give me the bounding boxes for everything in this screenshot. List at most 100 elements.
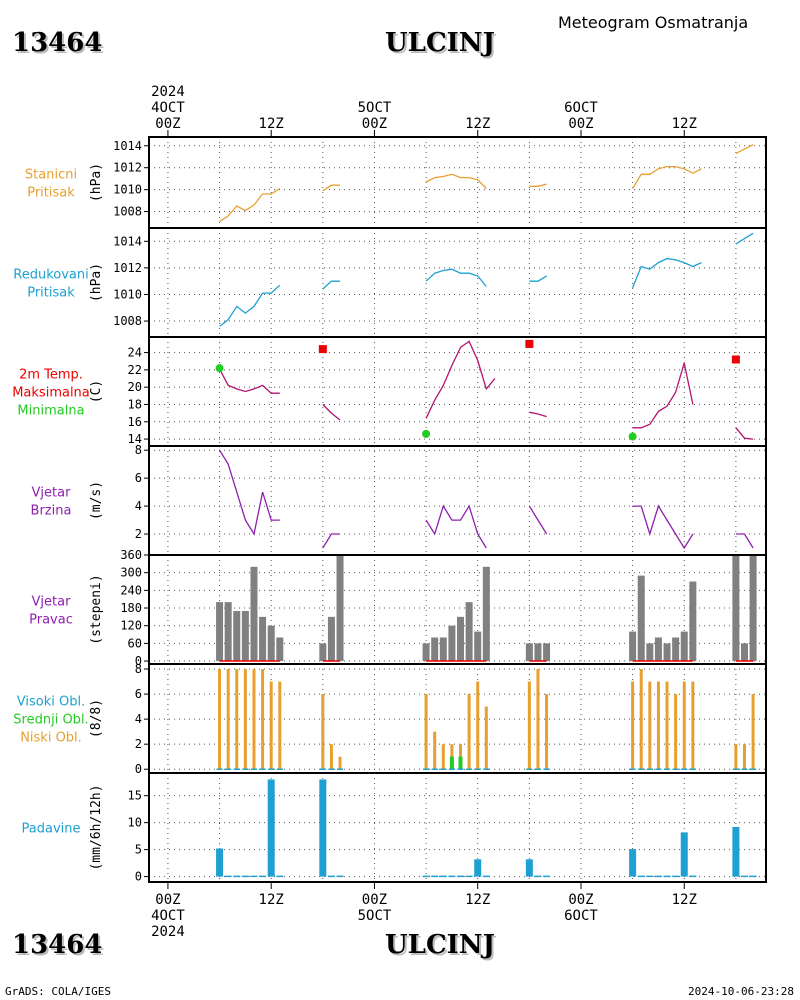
y-tick-label: 6	[135, 687, 142, 701]
panel-label: Redukovani	[13, 268, 88, 283]
series-line	[322, 404, 341, 421]
cloud-bar	[252, 669, 256, 770]
cloud-bar	[536, 669, 540, 770]
cloud-bar	[243, 669, 247, 770]
y-tick-label: 1008	[113, 205, 142, 219]
direction-bar	[457, 616, 465, 662]
series-line	[425, 340, 496, 419]
panel-label: Padavine	[22, 822, 81, 837]
precip-bar	[525, 859, 533, 877]
precip-bar	[216, 848, 224, 877]
series-line	[528, 505, 548, 535]
panel-label: Minimalna	[17, 404, 84, 419]
cloud-bar	[338, 756, 342, 770]
series-line	[632, 362, 694, 429]
time-label-bottom: 4OCT	[151, 908, 185, 924]
precip-bar	[465, 875, 473, 878]
y-tick-label: 0	[135, 870, 142, 884]
y-tick-label: 240	[120, 583, 142, 597]
direction-bar	[276, 637, 284, 662]
cloud-bar	[458, 756, 463, 770]
series-line	[735, 427, 754, 440]
precip-bar	[740, 875, 748, 878]
cloud-bar	[639, 669, 643, 770]
panel-label: Pritisak	[27, 286, 75, 301]
direction-bar	[422, 643, 430, 662]
series-line	[425, 173, 487, 189]
direction-bar	[654, 637, 662, 662]
time-label-bottom: 2024	[151, 924, 185, 940]
time-label-top: 5OCT	[358, 100, 392, 116]
cloud-bar	[648, 681, 652, 770]
y-tick-label: 1014	[113, 139, 142, 153]
precip-bar	[224, 875, 232, 878]
y-tick-label: 18	[128, 397, 142, 411]
time-label-bottom: 00Z	[362, 892, 387, 908]
time-label-top: 12Z	[672, 116, 697, 132]
precip-bar	[327, 875, 335, 878]
time-label-bottom: 12Z	[259, 892, 284, 908]
precip-bar	[259, 875, 267, 878]
cloud-bar	[751, 694, 755, 770]
y-tick-label: 2	[135, 527, 142, 541]
direction-bar	[543, 643, 551, 662]
panel-reduced_pressure: 1008 1010 1012 1014 Redukovani Pritisak (hPa)	[13, 228, 766, 337]
precip-bar	[534, 875, 542, 878]
direction-bar	[482, 566, 490, 662]
cloud-bar	[261, 669, 265, 770]
series-line	[529, 411, 547, 418]
cloud-bar	[467, 694, 471, 770]
unit-label: (8/8)	[89, 699, 104, 738]
precip-bar	[431, 875, 439, 878]
direction-bar	[525, 643, 533, 662]
time-label-bottom: 6OCT	[564, 908, 598, 924]
cloud-bar	[321, 694, 325, 770]
time-label-top: 12Z	[465, 116, 490, 132]
direction-bar	[749, 555, 757, 662]
series-line	[219, 187, 281, 222]
precip-bar	[543, 875, 551, 878]
y-tick-label: 14	[128, 432, 142, 446]
time-label-top: 12Z	[259, 116, 284, 132]
direction-bar	[732, 555, 740, 662]
direction-bar	[534, 643, 542, 662]
series-line	[529, 183, 547, 187]
direction-bar	[646, 643, 654, 662]
y-tick-label: 10	[128, 816, 142, 830]
panel-label: Brzina	[31, 504, 72, 519]
unit-label: (m/s)	[89, 481, 104, 520]
series-line	[632, 165, 702, 189]
series-line	[425, 504, 487, 549]
panel-wind_speed: 2 4 6 8 Vjetar Brzina (m/s)	[31, 443, 766, 555]
direction-bar	[740, 643, 748, 662]
series-line	[632, 504, 694, 550]
chart-subtitle: Meteogram Osmatranja	[558, 13, 749, 32]
cloud-bar	[235, 669, 239, 770]
tmax-marker	[318, 345, 327, 354]
precip-bar	[482, 875, 490, 878]
y-tick-label: 1010	[113, 183, 142, 197]
cloud-bar	[424, 694, 428, 770]
panel-temperature: 14 16 18 20 22 24 2m Temp. Maksimalna Minimalna (…	[12, 337, 766, 446]
cloud-bar	[674, 694, 678, 770]
station-id-top: 13464	[12, 28, 103, 58]
station-id-bottom: 13464	[12, 930, 103, 960]
time-label-top: 6OCT	[564, 100, 598, 116]
time-label-bottom: 12Z	[465, 892, 490, 908]
precip-bar	[250, 875, 258, 878]
precip-bar	[276, 875, 284, 878]
direction-bar	[259, 616, 267, 662]
direction-bar	[689, 581, 697, 662]
y-tick-label: 8	[135, 443, 142, 457]
precip-bar	[439, 875, 447, 878]
tmax-marker	[525, 339, 534, 348]
time-label-bottom: 00Z	[568, 892, 593, 908]
y-tick-label: 16	[128, 415, 142, 429]
y-tick-label: 0	[135, 762, 142, 776]
precip-bar	[241, 875, 249, 878]
y-tick-label: 60	[128, 636, 142, 650]
panel-label: 2m Temp.	[19, 368, 83, 383]
unit-label: (C)	[89, 380, 104, 403]
direction-bar	[267, 625, 275, 662]
panel-label: Stanicni	[25, 168, 77, 183]
